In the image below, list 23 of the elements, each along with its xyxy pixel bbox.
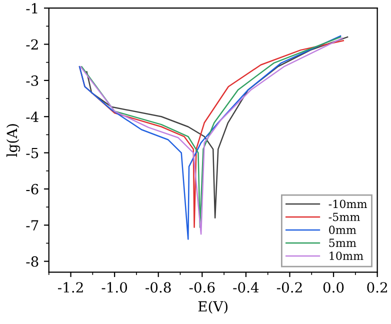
y-tick-label: -6 <box>26 184 38 194</box>
x-axis-title: E(V) <box>198 300 228 314</box>
x-tick-label: -1.2 <box>58 282 83 293</box>
y-axis-title: lg(A) <box>6 124 20 157</box>
y-tick-label: -2 <box>26 39 38 50</box>
y-tick-label: -1 <box>26 3 38 14</box>
legend-label: -5mm <box>328 212 360 222</box>
x-tick-label: -0.8 <box>146 282 171 293</box>
legend-label: 10mm <box>330 252 364 260</box>
x-tick-label: -0.4 <box>233 282 259 293</box>
legend-label: -10mm <box>328 200 368 208</box>
y-tick-label: -5 <box>26 148 38 158</box>
y-tick-label: -7 <box>26 220 38 230</box>
y-tick-label: -3 <box>26 75 38 86</box>
y-tick-label: -8 <box>26 256 38 267</box>
x-tick-label: -0.2 <box>276 282 302 293</box>
legend-label: 0mm <box>329 226 356 234</box>
x-tick-label: 0.0 <box>323 282 344 293</box>
y-tick-label: -4 <box>26 112 38 122</box>
legend-label: 5mm <box>329 238 356 248</box>
x-tick-label: -1.0 <box>102 282 128 293</box>
x-tick-label: 0.2 <box>367 282 387 293</box>
x-tick-label: -0.6 <box>189 282 215 293</box>
